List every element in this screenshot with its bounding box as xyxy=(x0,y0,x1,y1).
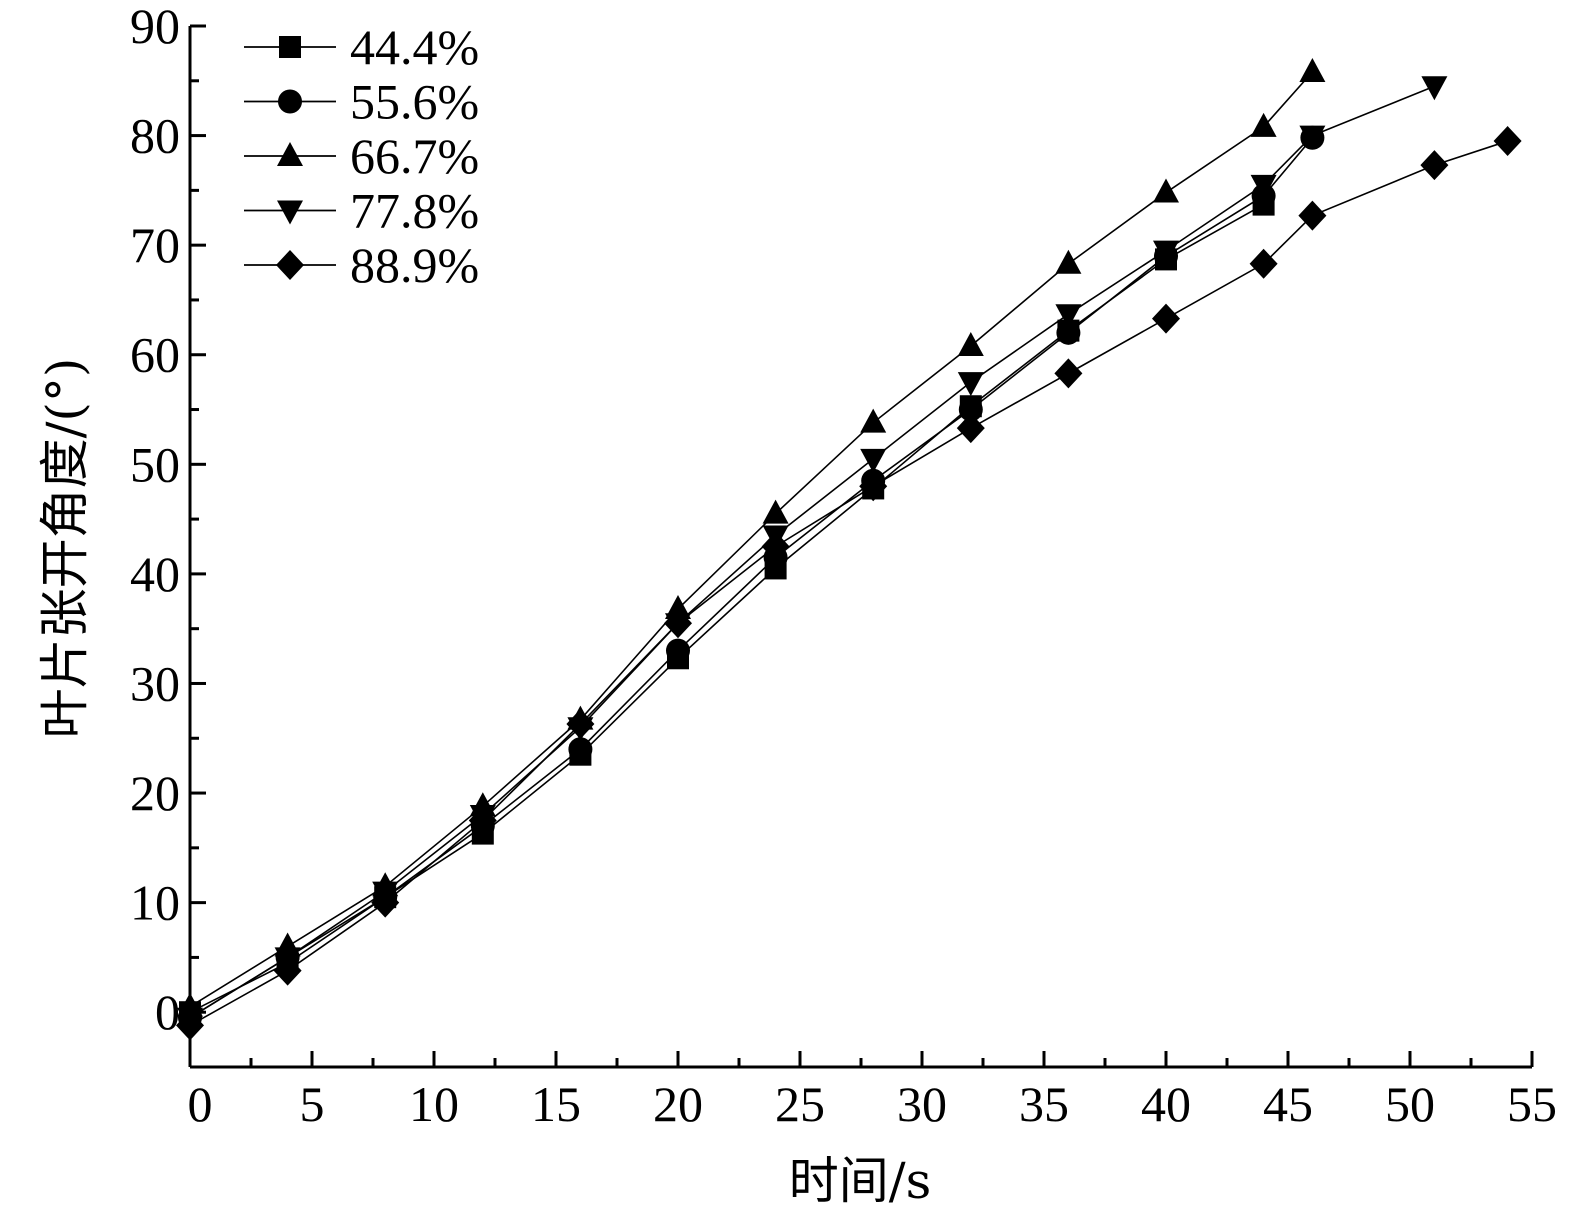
legend-marker-square xyxy=(279,36,301,58)
legend-marker-circle xyxy=(278,89,302,114)
x-tick-label: 5 xyxy=(300,1076,325,1132)
x-tick-label: 50 xyxy=(1385,1076,1435,1132)
y-tick-label: 20 xyxy=(130,765,180,821)
x-tick-label: 40 xyxy=(1141,1076,1191,1132)
data-point-diamond xyxy=(956,413,985,444)
axes: 0 10 20 30 40 50 60 70 80 90 0 5 10 15 20 25 30 35 40 45 50 5… xyxy=(130,0,1557,1132)
data-point-triangle-up xyxy=(665,594,691,619)
data-point-circle xyxy=(958,397,983,422)
data-point-triangle-up xyxy=(1299,58,1326,83)
data-point-triangle-down xyxy=(1421,76,1448,101)
legend-marker-diamond xyxy=(276,250,304,280)
x-tick-label: 20 xyxy=(653,1076,703,1132)
legend-marker-triangle-down xyxy=(277,200,303,225)
data-point-triangle-down xyxy=(1250,174,1277,199)
data-point-triangle-down xyxy=(957,372,984,397)
data-point-diamond xyxy=(1152,303,1180,334)
series-5 xyxy=(176,126,1522,1041)
legend-label: 88.9% xyxy=(350,237,479,293)
y-axis-title: 叶片张开角度/(°) xyxy=(36,358,94,739)
data-point-triangle-down xyxy=(1153,240,1179,265)
legend-marker-triangle-up xyxy=(277,142,303,166)
data-point-triangle-up xyxy=(957,331,984,356)
legend-label: 44.4% xyxy=(350,19,479,75)
series-layer xyxy=(176,58,1522,1041)
legend-item: 88.9% xyxy=(244,237,479,293)
series-line xyxy=(189,85,1435,1019)
legend: 44.4%55.6%66.7%77.8%88.9% xyxy=(244,19,479,293)
x-tick-label: 0 xyxy=(188,1076,213,1132)
data-point-diamond xyxy=(1420,150,1449,181)
data-point-diamond xyxy=(761,531,790,562)
data-point-diamond xyxy=(273,955,302,986)
data-point-diamond xyxy=(859,471,888,502)
data-point-triangle-down xyxy=(860,448,887,473)
data-point-triangle-up xyxy=(1250,112,1277,137)
data-point-triangle-up xyxy=(1055,249,1082,274)
y-tick-label: 90 xyxy=(130,0,180,54)
legend-label: 77.8% xyxy=(350,183,479,239)
legend-item: 77.8% xyxy=(244,183,479,239)
data-point-diamond xyxy=(1054,358,1083,389)
legend-item: 55.6% xyxy=(244,74,479,130)
data-point-diamond xyxy=(566,709,595,740)
y-tick-label: 10 xyxy=(130,875,180,931)
data-point-diamond xyxy=(664,608,692,639)
x-tick-label: 30 xyxy=(897,1076,947,1132)
data-point-diamond xyxy=(1249,248,1278,279)
data-point-diamond xyxy=(1298,200,1327,231)
data-point-diamond xyxy=(371,887,400,918)
legend-label: 55.6% xyxy=(350,74,479,130)
x-tick-label: 25 xyxy=(775,1076,825,1132)
y-tick-label: 50 xyxy=(130,436,180,492)
series-line xyxy=(189,203,1264,1013)
x-tick-label: 10 xyxy=(409,1076,459,1132)
series-1 xyxy=(179,193,1275,1024)
legend-label: 66.7% xyxy=(350,128,479,184)
y-tick-label: 30 xyxy=(130,655,180,711)
x-tick-label: 45 xyxy=(1263,1076,1313,1132)
y-tick-label: 70 xyxy=(130,217,180,273)
data-point-triangle-up xyxy=(762,499,789,524)
legend-item: 66.7% xyxy=(244,128,479,184)
x-tick-label: 15 xyxy=(531,1076,581,1132)
x-tick-label: 55 xyxy=(1507,1076,1557,1132)
x-tick-label: 35 xyxy=(1019,1076,1069,1132)
data-point-triangle-up xyxy=(860,408,887,433)
data-point-diamond xyxy=(468,805,497,836)
data-point-triangle-down xyxy=(1299,125,1326,150)
y-tick-label: 80 xyxy=(130,108,180,164)
data-point-triangle-down xyxy=(1055,304,1082,329)
data-point-diamond xyxy=(1493,126,1522,157)
y-tick-label: 40 xyxy=(130,546,180,602)
data-point-triangle-up xyxy=(1153,178,1179,203)
x-axis-title: 时间/s xyxy=(789,1152,932,1210)
y-tick-label: 0 xyxy=(155,984,180,1040)
data-point-circle xyxy=(1056,320,1081,345)
data-point-circle xyxy=(666,638,690,663)
data-point-diamond xyxy=(176,1010,204,1041)
legend-item: 44.4% xyxy=(244,19,479,75)
y-tick-label: 60 xyxy=(130,327,180,383)
data-point-circle xyxy=(568,737,593,762)
